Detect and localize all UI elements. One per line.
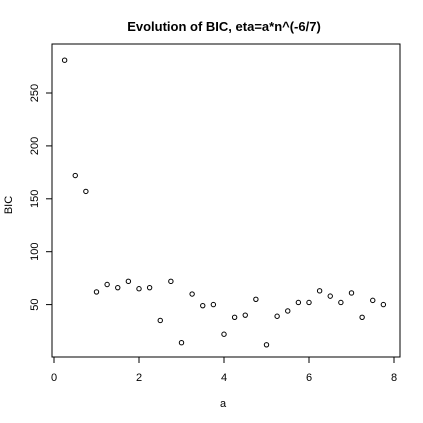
data-point <box>125 278 132 285</box>
data-point <box>115 284 121 291</box>
x-axis-label: a <box>220 398 227 410</box>
data-point <box>157 317 163 324</box>
data-point <box>274 313 280 319</box>
y-axis: 50 100 150 200 250 <box>29 84 53 311</box>
data-point <box>168 278 174 285</box>
x-tick-label: 6 <box>306 372 312 384</box>
data-point <box>200 302 206 309</box>
data-point <box>338 299 344 306</box>
data-point <box>253 296 259 303</box>
data-point <box>61 57 68 63</box>
data-point <box>306 299 312 306</box>
x-axis: 0 2 4 6 8 <box>51 356 397 384</box>
data-point <box>136 286 142 292</box>
data-point <box>93 289 100 295</box>
data-point <box>178 339 185 346</box>
plot-frame <box>51 43 401 358</box>
x-tick-label: 8 <box>391 372 397 384</box>
data-point <box>104 281 110 288</box>
data-point <box>72 172 78 179</box>
x-tick-label: 4 <box>221 372 227 384</box>
data-point <box>189 291 195 297</box>
x-tick-label: 2 <box>136 372 142 384</box>
data-point <box>380 301 387 308</box>
data-point <box>83 188 89 195</box>
y-tick-label: 200 <box>29 137 41 155</box>
y-tick-label: 50 <box>29 298 41 310</box>
data-points <box>61 57 387 348</box>
data-point <box>263 342 270 348</box>
data-point <box>370 297 376 304</box>
chart-title: Evolution of BIC, eta=a*n^(-6/7) <box>127 19 321 34</box>
data-point <box>316 288 323 294</box>
y-tick-label: 100 <box>29 243 41 261</box>
y-axis-label: BIC <box>3 196 15 214</box>
data-point <box>295 299 302 306</box>
data-point <box>327 293 333 299</box>
data-point <box>221 331 227 337</box>
x-tick-label: 0 <box>51 372 57 384</box>
data-point <box>285 308 291 314</box>
data-point <box>146 284 153 291</box>
data-point <box>359 314 365 320</box>
data-point <box>231 314 238 320</box>
data-point <box>348 290 355 296</box>
data-point <box>242 312 248 318</box>
y-tick-label: 150 <box>29 190 41 208</box>
data-point <box>210 301 217 308</box>
y-tick-label: 250 <box>29 84 41 102</box>
